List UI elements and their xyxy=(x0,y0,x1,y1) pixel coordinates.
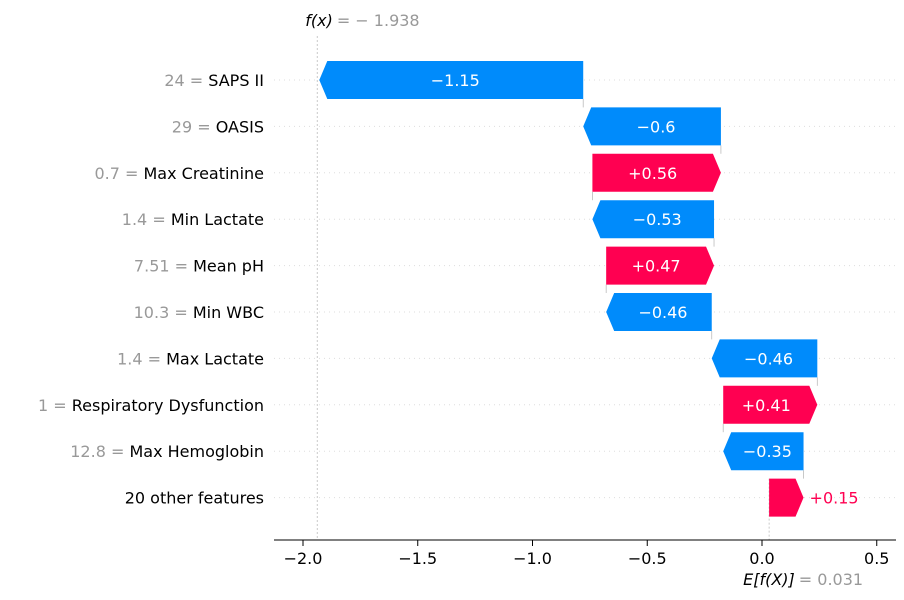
x-tick-label: −2.0 xyxy=(284,549,323,568)
feature-value: 1.4 = xyxy=(117,349,166,368)
x-tick-label: 0.5 xyxy=(864,549,889,568)
bar-negative xyxy=(723,432,804,471)
bar-value-label: +0.47 xyxy=(632,257,681,276)
feature-value: 24 = xyxy=(164,71,208,90)
x-tick-label: 0.0 xyxy=(749,549,774,568)
feature-value: 10.3 = xyxy=(134,303,193,322)
feature-name: Respiratory Dysfunction xyxy=(72,396,264,415)
feature-label: 10.3 = Min WBC xyxy=(134,303,264,322)
feature-label: 12.8 = Max Hemoglobin xyxy=(70,442,264,461)
bar-value-label: −0.46 xyxy=(638,303,687,322)
feature-label: 0.7 = Max Creatinine xyxy=(94,164,264,183)
feature-label: 24 = SAPS II xyxy=(164,71,264,90)
annotations: f(x) = − 1.938 E[f(X)] = 0.031 xyxy=(305,11,863,589)
bar-value-label: −0.35 xyxy=(743,442,792,461)
feature-label: 1.4 = Min Lactate xyxy=(122,210,264,229)
x-tick-label: −1.0 xyxy=(513,549,552,568)
base-value-symbol: E[f(X)] xyxy=(743,570,795,589)
bar-value-label: +0.15 xyxy=(810,489,859,508)
feature-name: Max Lactate xyxy=(166,349,264,368)
feature-labels: 24 = SAPS II 29 = OASIS 0.7 = Max Creatini… xyxy=(38,71,264,508)
connector-lines xyxy=(316,36,818,540)
feature-value: 0.7 = xyxy=(94,164,143,183)
feature-value: 7.51 = xyxy=(134,257,193,276)
bar-value-label: +0.41 xyxy=(742,396,791,415)
feature-value: 1.4 = xyxy=(122,210,171,229)
base-value-annotation: E[f(X)] = 0.031 xyxy=(743,570,863,589)
bar-value-label: −0.53 xyxy=(633,210,682,229)
feature-value: 29 = xyxy=(172,117,216,136)
feature-name: Mean pH xyxy=(193,257,264,276)
feature-name: 20 other features xyxy=(125,489,264,508)
bar-positive xyxy=(606,246,715,285)
feature-name: Max Hemoglobin xyxy=(129,442,264,461)
bar-negative xyxy=(592,200,715,239)
bar-value-label: +0.56 xyxy=(628,164,677,183)
x-tick-label: −0.5 xyxy=(628,549,667,568)
bar-value-label: −0.46 xyxy=(744,349,793,368)
bar-value-label: −0.6 xyxy=(637,117,676,136)
feature-label: 20 other features xyxy=(125,489,264,508)
feature-name: Min Lactate xyxy=(171,210,264,229)
feature-name: Min WBC xyxy=(193,303,264,322)
final-value-symbol: f(x) xyxy=(305,11,333,30)
bar-negative xyxy=(583,107,721,146)
bars: −1.15 −0.6 +0.56 −0.53 +0.47 −0.46 −0.46 +0.41 −… xyxy=(319,61,859,517)
feature-value: 1 = xyxy=(38,396,72,415)
bar-negative xyxy=(319,61,584,99)
feature-label: 29 = OASIS xyxy=(172,117,264,136)
final-value-number: = − 1.938 xyxy=(337,11,420,30)
feature-name: SAPS II xyxy=(208,71,264,90)
feature-label: 1 = Respiratory Dysfunction xyxy=(38,396,264,415)
feature-label: 1.4 = Max Lactate xyxy=(117,349,264,368)
bar-positive xyxy=(723,385,818,424)
feature-value: 12.8 = xyxy=(70,442,129,461)
base-value-number: = 0.031 xyxy=(799,570,863,589)
bar-negative xyxy=(711,339,818,378)
bar-positive xyxy=(592,153,721,192)
feature-name: OASIS xyxy=(216,117,264,136)
bar-value-label: −1.15 xyxy=(431,71,480,90)
bar-negative xyxy=(606,293,712,331)
x-axis: −2.0 −1.5 −1.0 −0.5 0.0 0.5 xyxy=(274,539,896,568)
x-tick-label: −1.5 xyxy=(398,549,437,568)
bar-positive xyxy=(769,478,804,517)
feature-label: 7.51 = Mean pH xyxy=(134,257,264,276)
final-value-annotation: f(x) = − 1.938 xyxy=(305,11,419,30)
feature-name: Max Creatinine xyxy=(144,164,265,183)
